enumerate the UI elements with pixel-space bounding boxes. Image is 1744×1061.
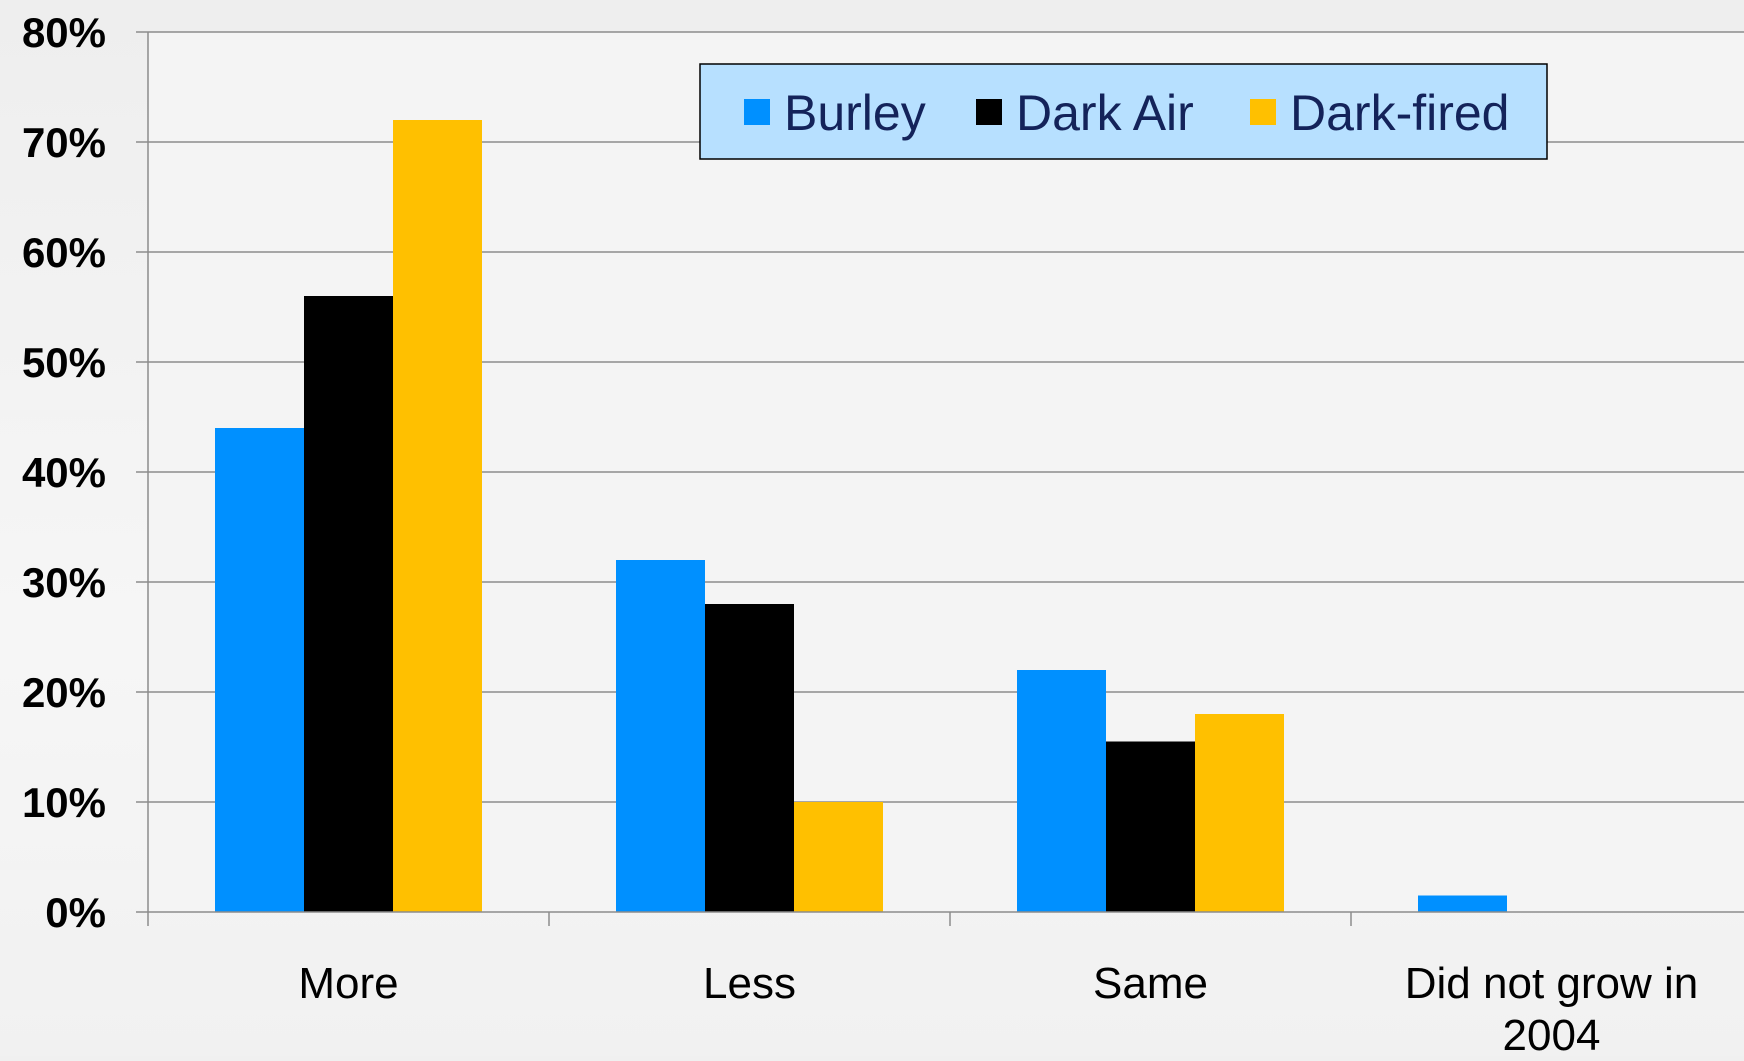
y-axis-tick-labels: 0% 10% 20% 30% 40% 50% 60% 70% 80%: [22, 9, 106, 936]
x-tick-label: Did not grow in 2004: [1405, 959, 1698, 1056]
bar-dark-air-less: [705, 604, 794, 912]
bar-burley-less: [616, 560, 705, 912]
y-tick-label: 80%: [22, 9, 106, 56]
legend-label: Dark Air: [1016, 85, 1194, 141]
bar-burley-more: [215, 428, 304, 912]
legend-label: Dark-fired: [1290, 85, 1509, 141]
legend-box: [699, 63, 1548, 160]
y-tick-label: 20%: [22, 669, 106, 716]
legend-swatch: [976, 99, 1002, 125]
x-tick-label: More: [298, 959, 398, 1008]
bar-dark-fired-same: [1195, 714, 1284, 912]
x-tick-label: Same: [1093, 959, 1208, 1008]
y-tick-label: 10%: [22, 779, 106, 826]
y-tick-label: 0%: [45, 889, 106, 936]
y-tick-label: 60%: [22, 229, 106, 276]
bar-dark-air-more: [304, 296, 393, 912]
y-tick-label: 40%: [22, 449, 106, 496]
legend: Burley Dark Air Dark-fired: [699, 63, 1548, 160]
legend-swatch: [744, 99, 770, 125]
bars: [215, 120, 1507, 912]
y-tick-label: 30%: [22, 559, 106, 606]
axes: [136, 31, 1744, 926]
bar-dark-fired-less: [794, 802, 883, 912]
x-axis-tick-labels: More Less Same Did not grow in 2004: [298, 959, 1698, 1060]
y-tick-label: 50%: [22, 339, 106, 386]
bar-burley-did-not-grow-in-2004: [1418, 895, 1507, 912]
bar-burley-same: [1017, 670, 1106, 912]
legend-label: Burley: [784, 85, 926, 141]
legend-swatch: [1250, 99, 1276, 125]
x-tick-label: Less: [703, 959, 796, 1008]
bar-dark-air-same: [1106, 741, 1195, 912]
y-tick-label: 70%: [22, 119, 106, 166]
bar-dark-fired-more: [393, 120, 482, 912]
